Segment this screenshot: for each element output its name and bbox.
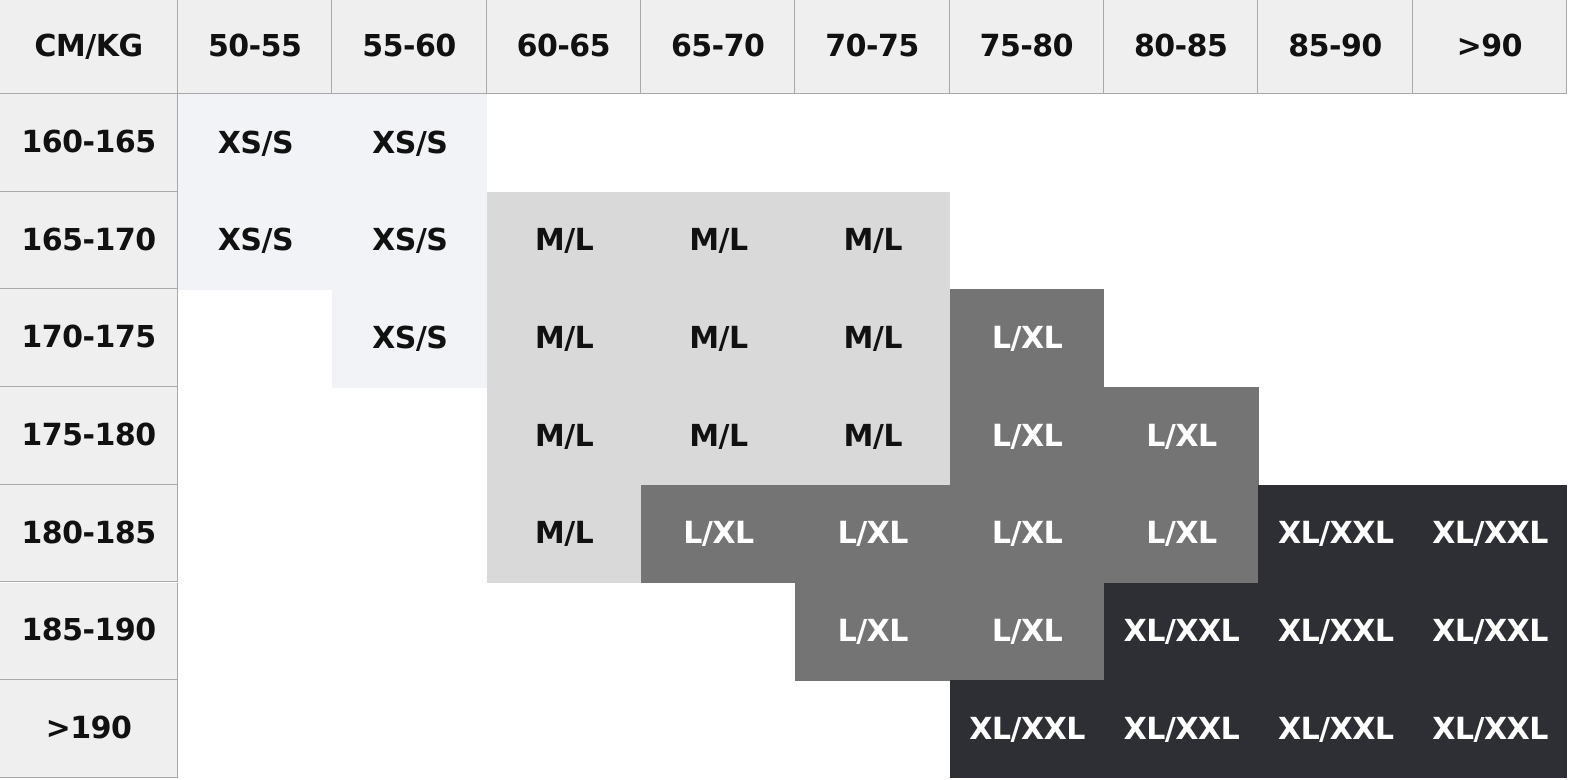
size-cell (178, 289, 333, 387)
size-cell (1413, 192, 1568, 290)
size-cell (487, 680, 642, 778)
size-cell (1258, 192, 1413, 290)
size-cell (641, 583, 796, 681)
size-cell: L/XL (949, 289, 1105, 388)
size-cell: M/L (486, 191, 642, 290)
column-header-weight: 60-65 (486, 0, 641, 94)
size-cell: M/L (795, 289, 951, 388)
size-cell (795, 680, 950, 778)
size-cell (487, 94, 642, 192)
row-header-height: >190 (0, 680, 178, 778)
size-cell: M/L (795, 387, 951, 486)
column-header-weight: 65-70 (641, 0, 796, 94)
size-cell (332, 485, 487, 583)
column-header-weight: 55-60 (332, 0, 487, 94)
size-cell (641, 94, 796, 192)
size-cell: XL/XXL (1258, 582, 1414, 681)
row-header-height: 170-175 (0, 289, 178, 388)
size-cell: XL/XXL (1104, 680, 1259, 779)
size-cell: XL/XXL (1412, 484, 1568, 583)
size-cell (332, 583, 487, 681)
size-cell: XL/XXL (1258, 680, 1414, 779)
column-header-weight: 75-80 (949, 0, 1104, 94)
column-header-weight: 50-55 (178, 0, 333, 94)
size-cell (487, 583, 642, 681)
size-cell: XL/XXL (949, 680, 1105, 779)
size-cell: XS/S (178, 191, 333, 290)
size-cell (1104, 94, 1259, 192)
row-header-height: 160-165 (0, 94, 178, 192)
size-cell: XL/XXL (1412, 582, 1568, 681)
size-cell: XL/XXL (1412, 680, 1568, 779)
row-header-height: 165-170 (0, 191, 178, 290)
size-cell (178, 583, 333, 681)
size-cell (950, 94, 1105, 192)
row-header-height: 185-190 (0, 582, 178, 681)
size-cell: M/L (795, 191, 951, 290)
size-cell (950, 192, 1105, 290)
row-header-height: 180-185 (0, 484, 178, 583)
size-cell (1104, 192, 1259, 290)
column-header-weight: 85-90 (1258, 0, 1413, 94)
size-cell (332, 680, 487, 778)
size-cell: L/XL (795, 582, 951, 681)
size-cell (1413, 289, 1568, 387)
size-cell (641, 680, 796, 778)
size-cell: M/L (641, 289, 796, 388)
corner-header: CM/KG (0, 0, 178, 94)
size-cell: XL/XXL (1258, 484, 1414, 583)
column-header-weight: 70-75 (795, 0, 950, 94)
size-cell: M/L (641, 191, 796, 290)
size-cell: XS/S (332, 191, 488, 290)
size-cell: L/XL (641, 484, 796, 583)
size-cell: M/L (486, 484, 642, 583)
size-cell (1413, 94, 1568, 192)
size-cell: L/XL (949, 387, 1105, 486)
size-cell: M/L (641, 387, 796, 486)
size-cell (1413, 387, 1568, 485)
size-cell: XS/S (178, 94, 333, 193)
size-cell: L/XL (795, 484, 951, 583)
row-header-height: 175-180 (0, 387, 178, 485)
size-cell (1258, 289, 1413, 387)
size-cell: L/XL (949, 484, 1105, 583)
size-cell (178, 680, 333, 778)
size-cell: L/XL (1104, 484, 1259, 583)
size-cell (1258, 387, 1413, 485)
size-cell (795, 94, 950, 192)
size-cell (1258, 94, 1413, 192)
column-header-weight: >90 (1412, 0, 1567, 94)
size-cell: L/XL (949, 582, 1105, 681)
size-cell (1104, 289, 1259, 387)
size-cell (332, 387, 487, 485)
size-cell: M/L (486, 387, 642, 486)
size-cell (178, 485, 333, 583)
size-cell: XL/XXL (1104, 582, 1259, 681)
column-header-weight: 80-85 (1104, 0, 1259, 94)
size-cell: XS/S (332, 94, 488, 193)
size-cell (178, 387, 333, 485)
size-cell: L/XL (1104, 387, 1259, 486)
size-cell: XS/S (332, 289, 488, 388)
size-cell: M/L (486, 289, 642, 388)
